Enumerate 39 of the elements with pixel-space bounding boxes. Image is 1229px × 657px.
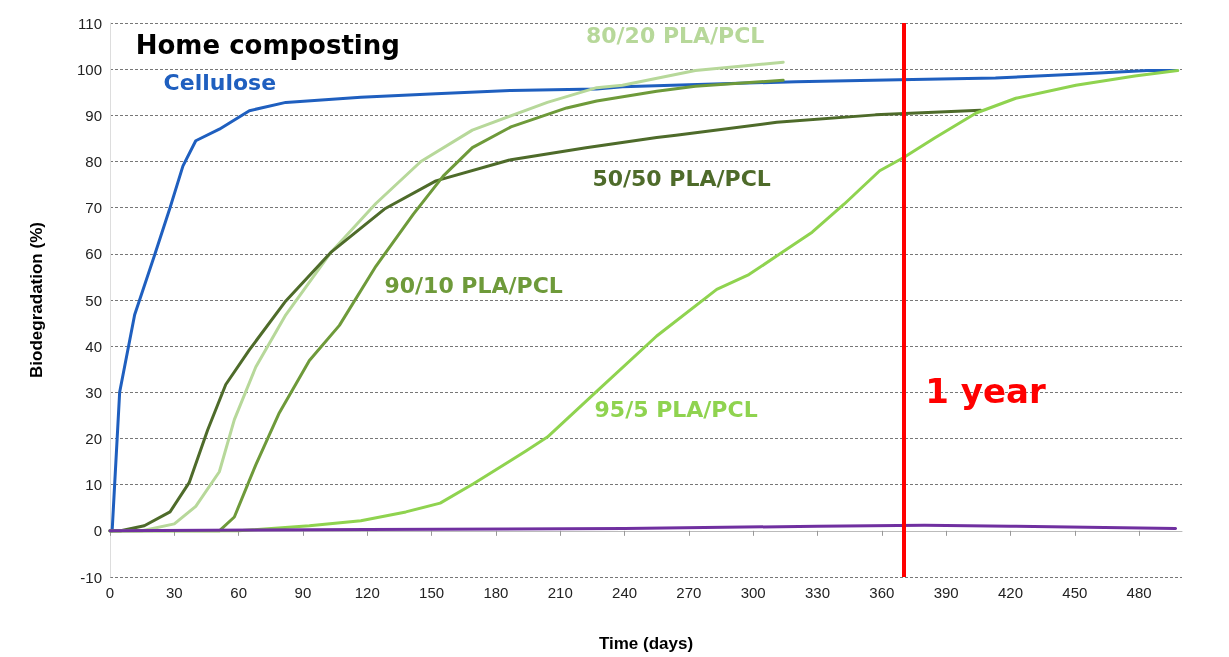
y-tick-label: -10 [80,568,102,586]
y-tick-label: 10 [85,476,102,494]
y-tick-label: 100 [76,60,102,78]
x-tick-label: 120 [354,584,380,601]
x-tick-label: 210 [547,584,573,601]
y-tick-label: 50 [85,291,102,309]
x-tick-label: 240 [612,584,638,601]
y-axis-title: Biodegradation (%) [27,222,46,378]
y-tick-label: 30 [85,383,102,401]
x-tick-label: 150 [419,584,445,601]
x-tick-label: 180 [483,584,509,601]
y-tick-label: 40 [85,337,102,355]
x-tick-label: 420 [997,584,1023,601]
series-label: 95/5 PLA/PCL [594,397,758,423]
series-label: 90/10 PLA/PCL [384,272,563,298]
series-label: 80/20 PLA/PCL [585,23,765,49]
y-tick-label: 70 [85,199,102,217]
y-tick-label: 60 [85,245,102,263]
x-tick-label: 90 [294,584,312,601]
x-tick-label: 30 [165,584,183,601]
x-tick-label: 270 [676,584,702,601]
y-tick-label: 0 [93,522,102,540]
y-tick-label: 110 [78,14,102,32]
x-tick-label: 480 [1126,584,1152,601]
ref-line-label: 1 year [925,371,1046,412]
y-tick-label: 90 [85,106,102,124]
series-label: 50/50 PLA/PCL [592,166,771,192]
x-tick-label: 0 [105,584,115,601]
y-tick-label: 20 [85,430,102,447]
x-tick-label: 60 [230,584,247,601]
x-axis-title: Time (days) [598,634,694,653]
x-tick-label: 360 [869,584,895,601]
y-tick-label: 80 [85,153,102,170]
x-tick-label: 450 [1062,584,1088,601]
x-tick-label: 330 [805,584,831,601]
x-tick-label: 390 [933,584,959,601]
x-tick-label: 300 [740,584,766,601]
series-label: Cellulose [163,69,277,95]
chart-title: Home composting [135,30,400,61]
